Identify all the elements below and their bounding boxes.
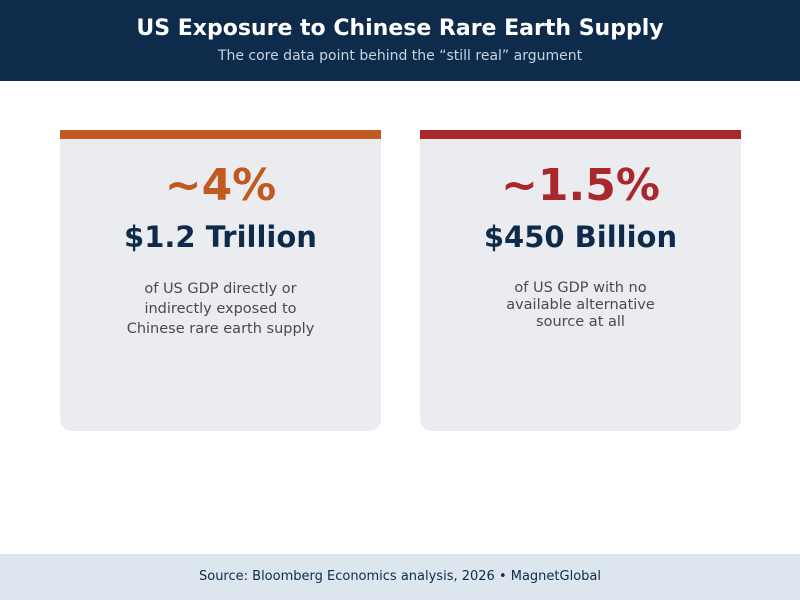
header-banner: US Exposure to Chinese Rare Earth Supply… [0, 0, 800, 81]
stat-description: of US GDP with no available alternative … [506, 280, 655, 330]
page-subtitle: The core data point behind the “still re… [217, 48, 583, 64]
card-accent-bar [60, 130, 381, 139]
stat-card-no-alternative: ~1.5% $450 Billion of US GDP with no ava… [420, 130, 741, 431]
source-note: Source: Bloomberg Economics analysis, 20… [198, 569, 601, 584]
stat-percentage: ~1.5% [501, 160, 660, 211]
stat-description: of US GDP directly or indirectly exposed… [126, 281, 315, 337]
stat-amount: $450 Billion [483, 220, 678, 254]
stat-card-exposed: ~4% $1.2 Trillion of US GDP directly or … [60, 130, 381, 431]
footer-bar: Source: Bloomberg Economics analysis, 20… [0, 554, 800, 600]
page-title: US Exposure to Chinese Rare Earth Supply [136, 16, 664, 41]
stat-percentage: ~4% [164, 160, 277, 211]
stat-amount: $1.2 Trillion [124, 220, 317, 254]
card-accent-bar [420, 130, 741, 139]
